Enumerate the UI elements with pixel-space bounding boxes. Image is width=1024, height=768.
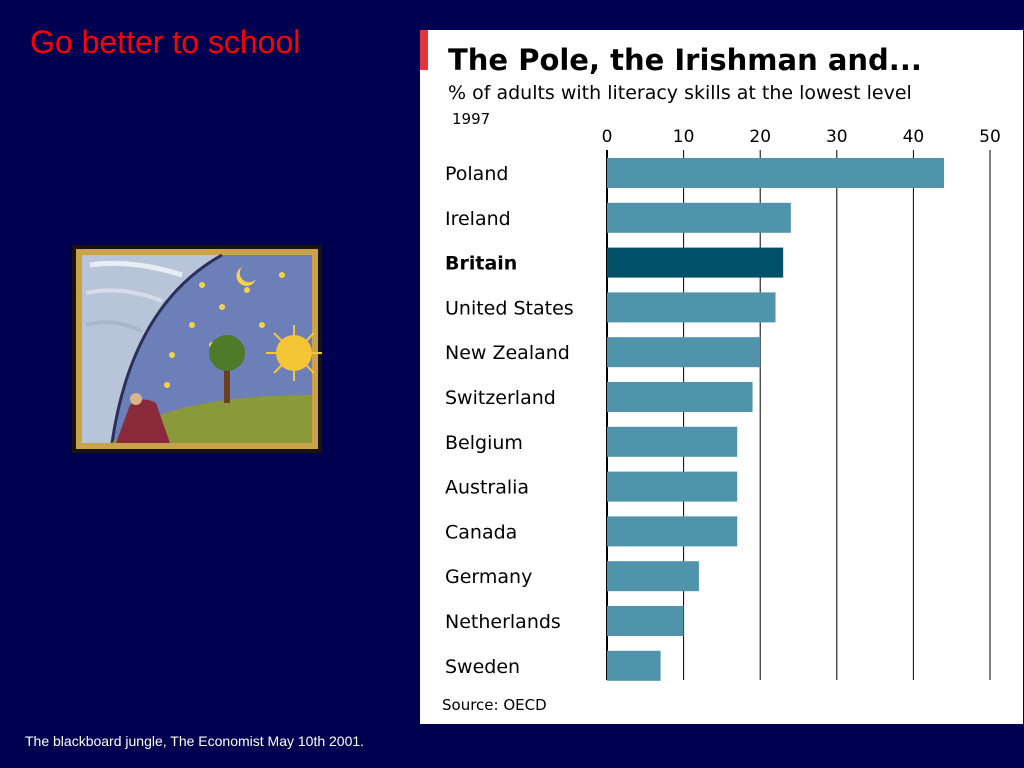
flammarion-engraving-image	[72, 245, 322, 453]
bar-britain	[607, 247, 784, 278]
category-label: Ireland	[445, 208, 511, 230]
category-label: Sweden	[445, 656, 520, 678]
x-tick-label: 40	[903, 127, 925, 147]
bar-switzerland	[607, 382, 753, 412]
category-label: Canada	[445, 521, 517, 543]
bar-poland	[607, 158, 945, 188]
bar-netherlands	[607, 606, 684, 636]
slide-title: Go better to school	[30, 24, 301, 60]
bar-belgium	[607, 426, 738, 457]
category-label: New Zealand	[445, 342, 570, 364]
chart-year: 1997	[452, 110, 490, 128]
x-tick-label: 50	[979, 127, 1001, 147]
x-tick-label: 30	[826, 127, 848, 147]
engraving-illustration	[72, 245, 322, 453]
chart-subtitle: % of adults with literacy skills at the …	[448, 82, 912, 104]
category-label: Australia	[445, 477, 529, 499]
literacy-bar-chart: The Pole, the Irishman and... % of adult…	[420, 30, 1001, 714]
category-label: Switzerland	[445, 387, 556, 409]
bar-canada	[607, 516, 738, 547]
category-label: Belgium	[445, 432, 523, 454]
category-label: United States	[445, 297, 574, 319]
bar-united-states	[607, 292, 776, 323]
category-label: Netherlands	[445, 611, 561, 633]
x-tick-label: 0	[602, 127, 613, 147]
x-tick-label: 10	[673, 127, 695, 147]
bar-sweden	[607, 650, 661, 681]
slide-footnote: The blackboard jungle, The Economist May…	[25, 733, 365, 749]
bar-australia	[607, 471, 738, 502]
bar-germany	[607, 561, 699, 592]
chart-source: Source: OECD	[442, 696, 547, 714]
title-marker	[420, 30, 428, 70]
bar-new-zealand	[607, 337, 761, 368]
bar-ireland	[607, 202, 791, 233]
chart-panel: The Pole, the Irishman and... % of adult…	[420, 30, 1023, 724]
category-label: Poland	[445, 163, 508, 185]
category-label: Britain	[445, 253, 517, 275]
chart-title: The Pole, the Irishman and...	[448, 43, 922, 77]
x-tick-label: 20	[749, 127, 771, 147]
category-label: Germany	[445, 566, 532, 588]
